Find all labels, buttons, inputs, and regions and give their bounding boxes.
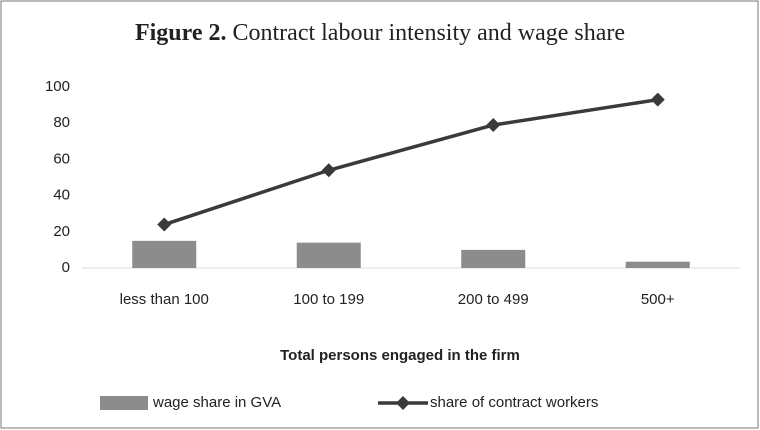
y-tick-label: 20 xyxy=(53,223,70,240)
legend-label: share of contract workers xyxy=(430,394,598,411)
x-tick-label: 200 to 499 xyxy=(458,291,529,308)
bar xyxy=(625,261,690,268)
x-tick-label: 500+ xyxy=(641,291,675,308)
x-axis-label: Total persons engaged in the firm xyxy=(280,347,520,364)
y-tick-label: 0 xyxy=(62,259,70,276)
bar xyxy=(132,240,197,268)
y-tick-label: 80 xyxy=(53,114,70,131)
legend-swatch xyxy=(100,396,148,410)
x-tick-label: less than 100 xyxy=(120,291,209,308)
line-marker xyxy=(650,92,665,107)
line-marker xyxy=(321,163,336,178)
legend-marker xyxy=(396,396,410,410)
bar xyxy=(461,249,526,268)
y-tick-label: 60 xyxy=(53,150,70,167)
bar xyxy=(296,242,361,268)
chart-title: Figure 2. Contract labour intensity and w… xyxy=(135,20,625,46)
line xyxy=(163,97,659,227)
x-tick-label: 100 to 199 xyxy=(293,291,364,308)
y-tick-label: 40 xyxy=(53,187,70,204)
line-marker xyxy=(486,118,501,133)
legend-label: wage share in GVA xyxy=(152,394,281,411)
title-label: Figure 2. xyxy=(135,20,227,46)
y-tick-label: 100 xyxy=(45,78,70,95)
title-text: Contract labour intensity and wage share xyxy=(233,20,626,46)
line-marker xyxy=(157,217,172,232)
